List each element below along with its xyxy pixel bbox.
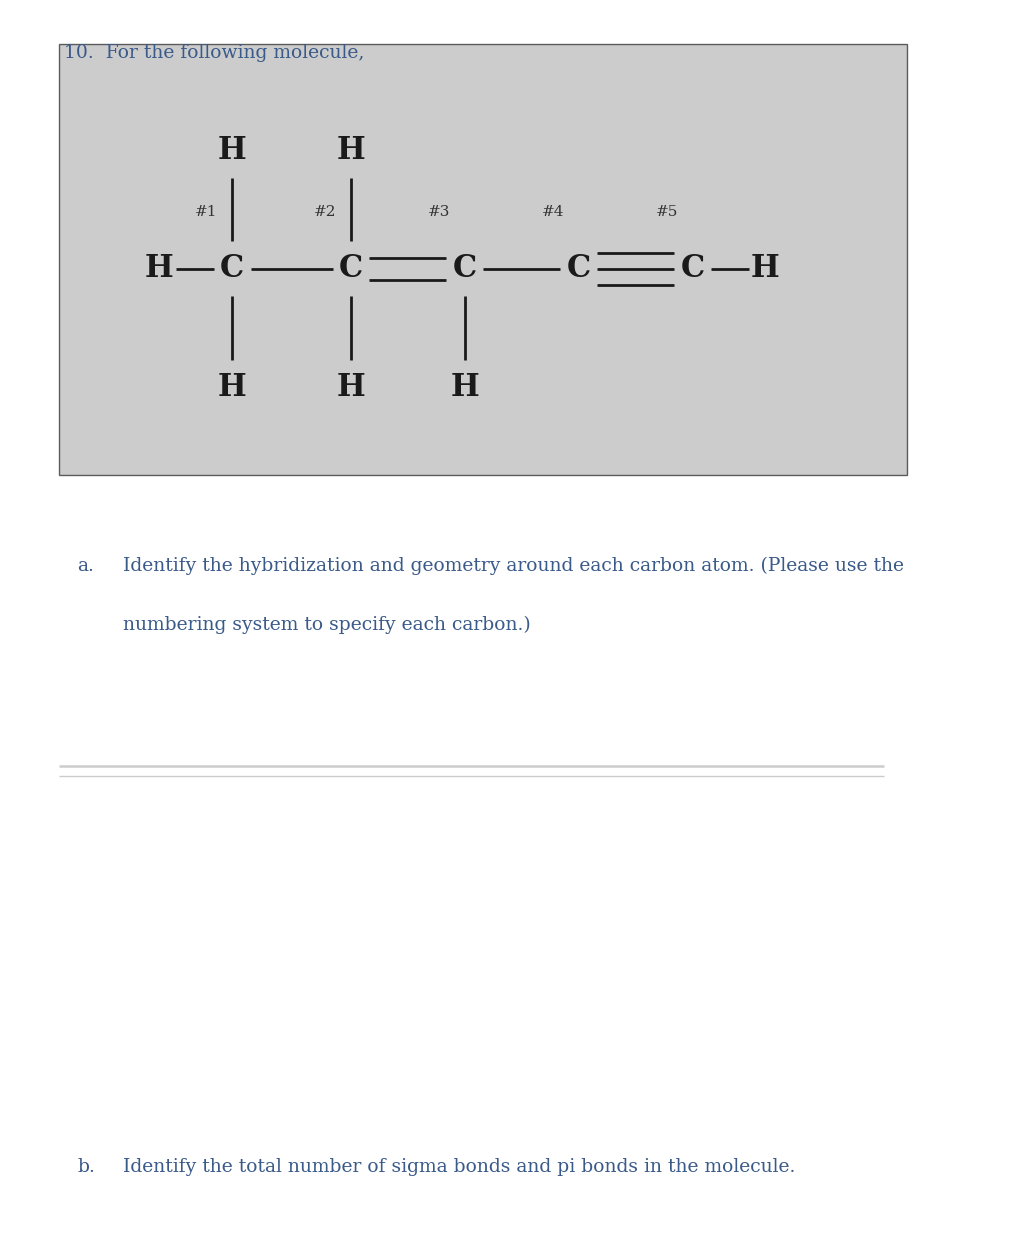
- Text: Identify the total number of sigma bonds and pi bonds in the molecule.: Identify the total number of sigma bonds…: [123, 1158, 795, 1176]
- Text: C: C: [453, 254, 477, 284]
- Text: C: C: [338, 254, 363, 284]
- Text: H: H: [336, 135, 365, 165]
- Text: b.: b.: [77, 1158, 95, 1176]
- Text: #1: #1: [196, 205, 218, 219]
- Text: H: H: [218, 373, 247, 403]
- Text: C: C: [681, 254, 705, 284]
- Text: C: C: [566, 254, 591, 284]
- Text: H: H: [145, 254, 174, 284]
- Text: #3: #3: [427, 205, 450, 219]
- Text: a.: a.: [77, 557, 94, 574]
- Text: #5: #5: [655, 205, 678, 219]
- Text: C: C: [220, 254, 244, 284]
- Text: H: H: [336, 373, 365, 403]
- Text: numbering system to specify each carbon.): numbering system to specify each carbon.…: [123, 615, 531, 634]
- FancyBboxPatch shape: [59, 44, 907, 475]
- Text: #2: #2: [314, 205, 336, 219]
- Text: 10.  For the following molecule,: 10. For the following molecule,: [64, 44, 364, 61]
- Text: H: H: [451, 373, 479, 403]
- Text: #4: #4: [542, 205, 564, 219]
- Text: H: H: [218, 135, 247, 165]
- Text: Identify the hybridization and geometry around each carbon atom. (Please use the: Identify the hybridization and geometry …: [123, 557, 904, 575]
- Text: H: H: [751, 254, 780, 284]
